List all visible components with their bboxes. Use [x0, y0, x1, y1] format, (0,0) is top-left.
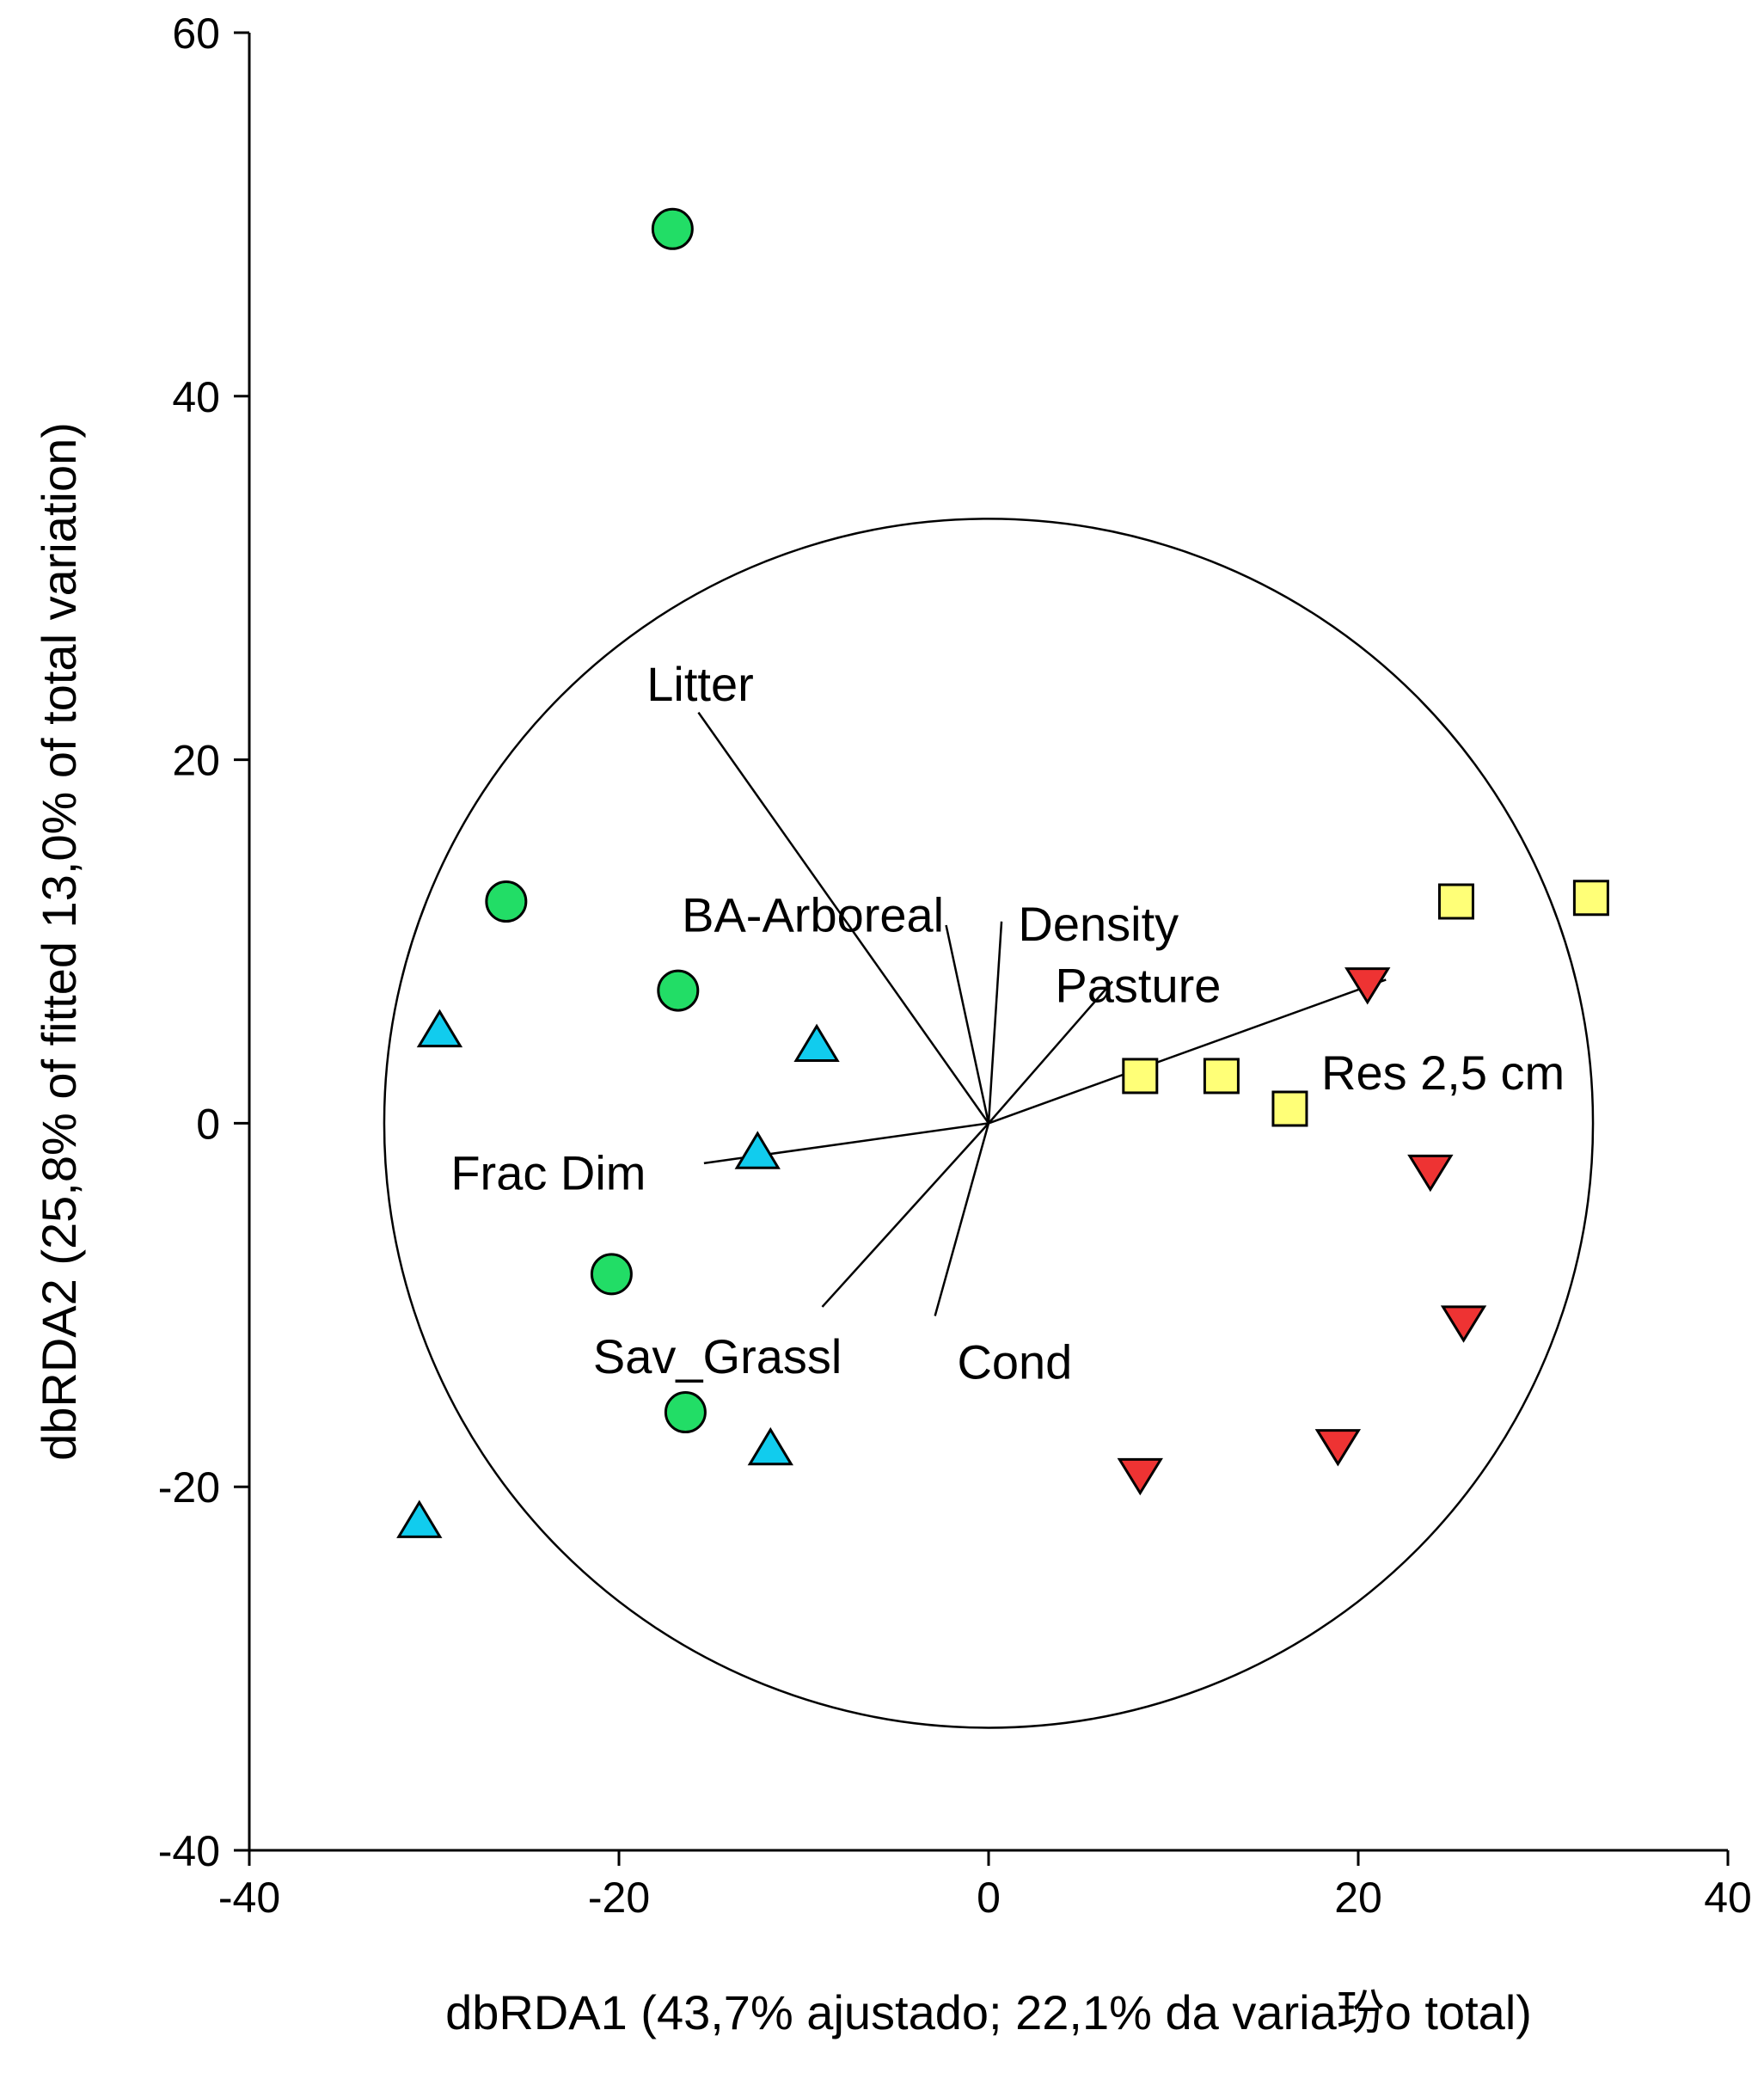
vector-sav-grassl — [821, 1122, 989, 1308]
y-tick-label: -40 — [158, 1827, 220, 1875]
x-tick-label: -20 — [588, 1874, 650, 1922]
vector-res-2-5-cm — [988, 978, 1387, 1125]
vector-label: Litter — [646, 657, 754, 711]
y-tick-label: -20 — [158, 1463, 220, 1512]
triangles-up-point — [416, 1009, 463, 1048]
triangles-down-point — [1344, 967, 1391, 1005]
triangles-up-point — [747, 1426, 793, 1466]
squares-point — [1271, 1090, 1308, 1127]
triangles-up-point — [396, 1500, 443, 1538]
axes: -40 -20 0 20 40 60 -40 -20 0 20 40 — [158, 9, 1752, 1922]
triangles-down-point — [1314, 1429, 1362, 1467]
vector-label: Res 2,5 cm — [1321, 1046, 1565, 1100]
vector-ba-arboreal — [945, 924, 990, 1124]
triangles-up-point — [734, 1131, 781, 1169]
squares-point — [1437, 883, 1474, 920]
vector-label: Density — [1018, 897, 1179, 951]
x-axis-title: dbRDA1 (43,7% ajustado; 22,1% da varia玢o… — [445, 1985, 1532, 2039]
triangles-down-point — [1440, 1305, 1487, 1343]
x-tick-label: 0 — [977, 1874, 1001, 1922]
circles-point — [651, 207, 694, 250]
y-tick-label: 60 — [172, 9, 220, 58]
triangles-up-point — [793, 1023, 840, 1062]
vector-label: Pasture — [1055, 959, 1221, 1013]
circles-point — [485, 880, 528, 923]
correlation-circle — [383, 518, 1595, 1729]
x-tick-label: 20 — [1334, 1874, 1382, 1922]
vector-pasture — [988, 980, 1113, 1125]
circles-point — [590, 1253, 633, 1296]
triangles-down-point — [1117, 1457, 1163, 1496]
vector-label: Cond — [957, 1334, 1072, 1389]
plot-area: Litter BA-Arboreal Density Pasture Res 2,5 c… — [383, 207, 1609, 1729]
triangles-down-point — [1407, 1154, 1454, 1193]
vector-label: Frac Dim — [450, 1145, 646, 1199]
vector-label: Sav_Grassl — [593, 1329, 842, 1383]
vector-label: BA-Arboreal — [682, 887, 944, 941]
circles-point — [657, 969, 700, 1012]
y-tick-label: 20 — [172, 737, 220, 785]
x-tick-label: -40 — [218, 1874, 280, 1922]
y-axis-title: dbRDA2 (25,8% of fitted 13,0% of total v… — [32, 422, 86, 1461]
squares-point — [1572, 880, 1609, 917]
squares-point — [1122, 1058, 1159, 1095]
y-tick-label: 40 — [172, 373, 220, 421]
y-tick-label: 0 — [196, 1100, 220, 1148]
vector-density — [987, 921, 1003, 1124]
squares-point — [1203, 1058, 1240, 1095]
vector-cond — [934, 1123, 990, 1316]
circles-point — [664, 1391, 707, 1434]
vector-litter — [697, 711, 990, 1125]
x-tick-label: 40 — [1704, 1874, 1752, 1922]
